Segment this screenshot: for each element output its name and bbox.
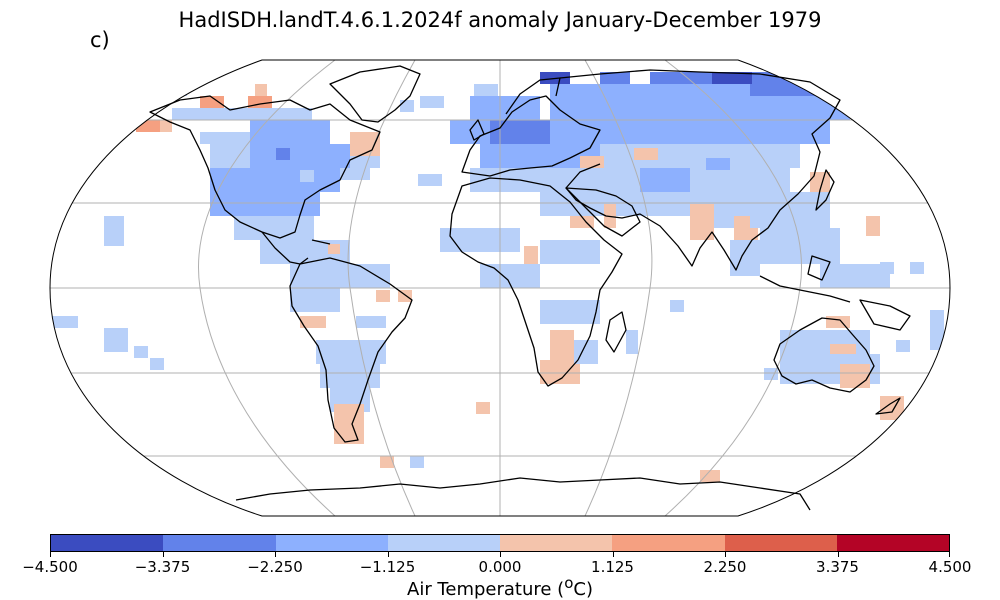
colorbar-tick <box>500 552 501 557</box>
colorbar-tick-label: 0.000 <box>478 558 522 576</box>
coastlines <box>149 65 911 511</box>
colorbar-tick <box>949 552 950 557</box>
colorbar-segment <box>724 535 837 551</box>
colorbar-segment <box>500 535 613 551</box>
colorbar-tick <box>50 552 51 557</box>
colorbar-segment <box>612 535 725 551</box>
colorbar-tick-label: 2.250 <box>703 558 747 576</box>
graticule <box>50 60 950 516</box>
colorbar-tick-label: 1.125 <box>591 558 634 576</box>
colorbar-segment <box>836 535 949 551</box>
colorbar-label: Air Temperature (oC) <box>407 574 593 600</box>
colorbar-tick <box>612 552 614 557</box>
colorbar-tick-label: −1.125 <box>359 558 416 576</box>
colorbar-tick-label: 4.500 <box>928 558 972 576</box>
colorbar-tick-label: −4.500 <box>22 558 78 576</box>
colorbar-tick <box>725 552 726 557</box>
colorbar-tick-label: −3.375 <box>134 558 191 576</box>
colorbar-segment <box>51 535 164 551</box>
colorbar-tick <box>837 552 839 557</box>
colorbar-segment <box>387 535 500 551</box>
panel-label: c) <box>90 28 110 52</box>
anomaly-grid <box>52 72 944 482</box>
colorbar-segment <box>163 535 276 551</box>
map-title: HadISDH.landT.4.6.1.2024f anomaly Januar… <box>178 8 822 32</box>
colorbar <box>50 534 950 552</box>
globe-outline <box>49 59 951 517</box>
colorbar-segment <box>275 535 388 551</box>
colorbar-tick-label: −2.250 <box>247 558 303 576</box>
colorbar-tick-label: 3.375 <box>816 558 859 576</box>
colorbar-tick <box>162 552 164 557</box>
colorbar-tick <box>387 552 389 557</box>
colorbar-tick <box>275 552 276 557</box>
world-map <box>49 59 951 517</box>
